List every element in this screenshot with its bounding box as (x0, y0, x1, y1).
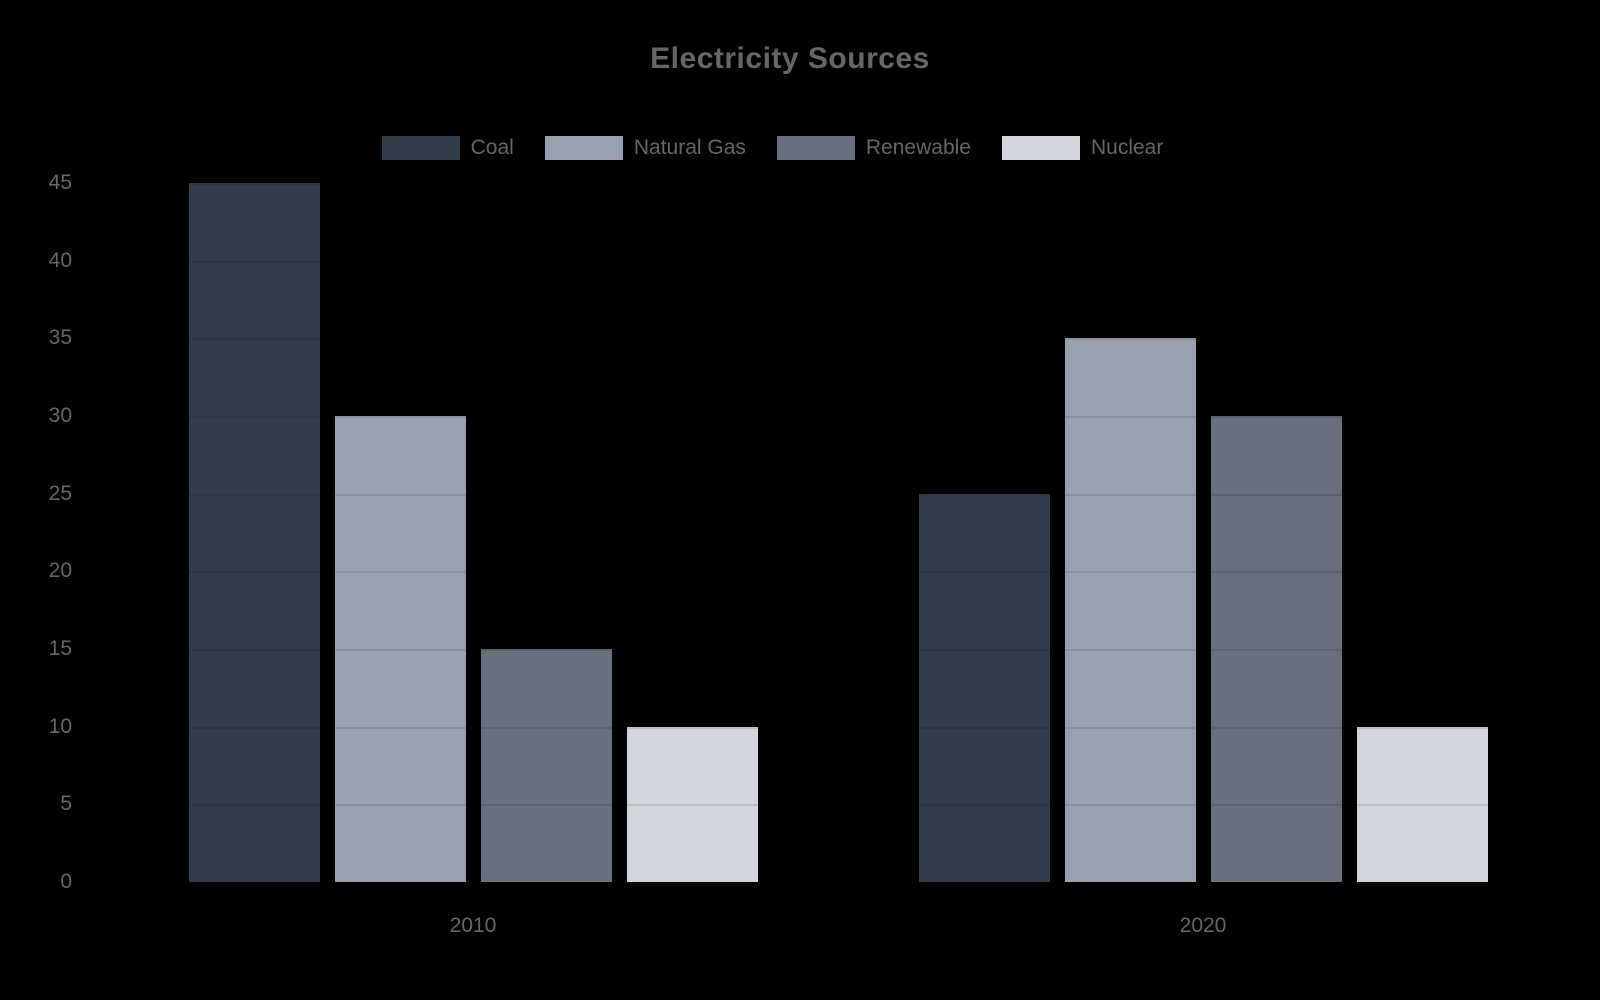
bar-coal-2010 (189, 183, 320, 882)
x-tick-label-2010: 2010 (449, 914, 497, 937)
legend-label: Natural Gas (633, 136, 746, 159)
y-tick-label-40: 40 (48, 249, 72, 272)
chart-legend: Coal Natural Gas Renewable Nuclear (0, 136, 1545, 160)
legend-item-renewable[interactable]: Renewable (776, 136, 971, 160)
legend-swatch-renewable (776, 136, 855, 160)
bar-nuclear-2020 (1357, 727, 1488, 882)
x-tick-label-2020: 2020 (1179, 914, 1227, 937)
bar-renewable-2010 (481, 649, 612, 882)
y-tick-label-25: 25 (48, 482, 72, 505)
legend-swatch-coal (381, 136, 460, 160)
y-tick-label-45: 45 (48, 171, 72, 194)
gridline-30 (108, 416, 1568, 418)
legend-item-nuclear[interactable]: Nuclear (1001, 136, 1164, 160)
legend-label: Coal (470, 136, 514, 159)
bar-coal-2020 (919, 494, 1050, 882)
legend-label: Nuclear (1090, 136, 1164, 159)
gridline-15 (108, 649, 1568, 651)
legend-item-natural-gas[interactable]: Natural Gas (544, 136, 746, 160)
legend-label: Renewable (865, 136, 971, 159)
y-tick-label-10: 10 (48, 715, 72, 738)
gridline-40 (108, 261, 1568, 263)
bar-renewable-2020 (1211, 416, 1342, 882)
y-tick-label-15: 15 (48, 637, 72, 660)
y-tick-label-0: 0 (60, 870, 72, 893)
gridline-5 (108, 804, 1568, 806)
y-tick-label-35: 35 (48, 326, 72, 349)
bar-natural-gas-2020 (1065, 338, 1196, 882)
legend-item-coal[interactable]: Coal (381, 136, 514, 160)
gridline-35 (108, 338, 1568, 340)
y-tick-label-5: 5 (60, 792, 72, 815)
bar-natural-gas-2010 (335, 416, 466, 882)
plot-area (108, 183, 1568, 882)
y-tick-label-30: 30 (48, 404, 72, 427)
chart-title: Electricity Sources (650, 42, 930, 75)
gridline-45 (108, 183, 1568, 185)
gridline-10 (108, 727, 1568, 729)
legend-swatch-nuclear (1001, 136, 1080, 160)
bar-nuclear-2010 (627, 727, 758, 882)
legend-swatch-natural-gas (544, 136, 623, 160)
gridline-20 (108, 571, 1568, 573)
y-tick-label-20: 20 (48, 559, 72, 582)
gridline-25 (108, 494, 1568, 496)
